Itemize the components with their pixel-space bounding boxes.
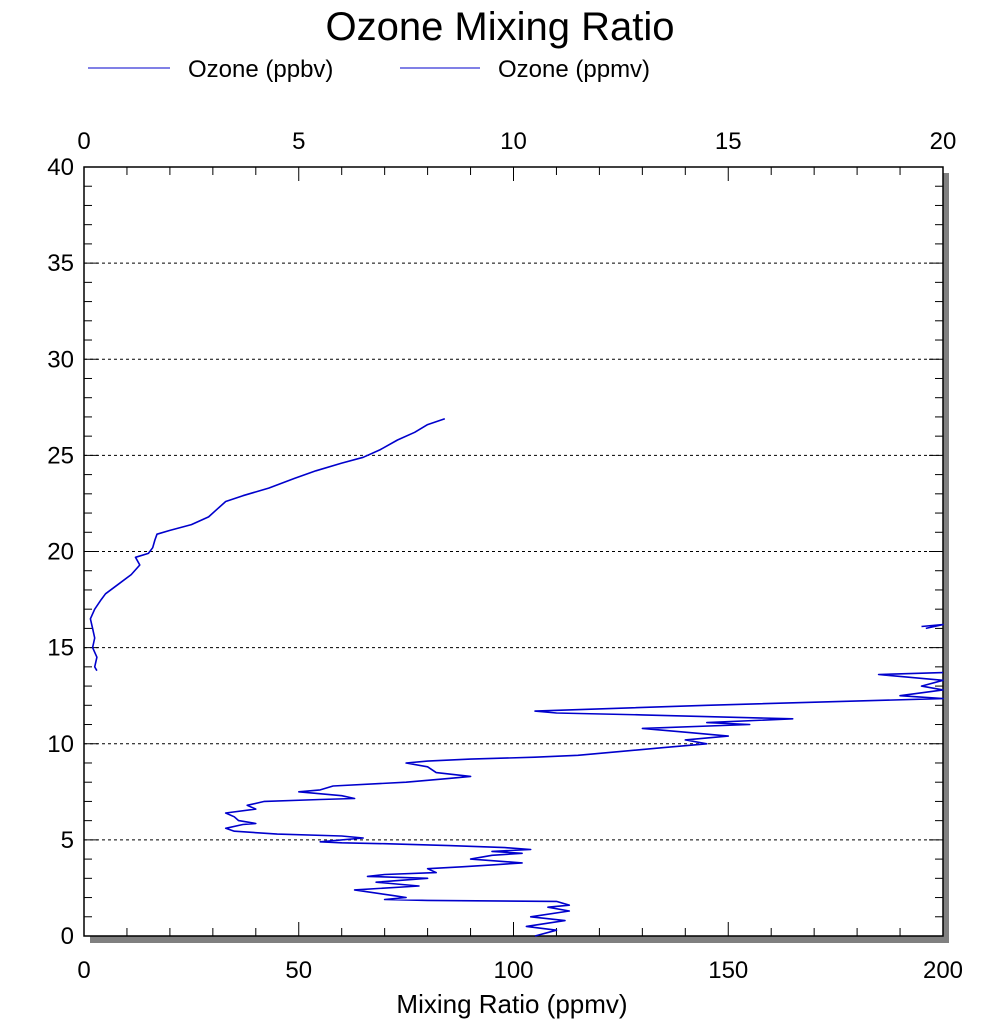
series-line-ppbv-0 xyxy=(224,671,944,937)
axis-ticks xyxy=(83,166,944,937)
y-tick-label: 40 xyxy=(47,154,74,181)
x-top-tick-label: 20 xyxy=(930,128,957,155)
y-tick-label: 35 xyxy=(47,250,74,277)
x-bottom-tick-label: 50 xyxy=(285,957,312,984)
x-bottom-tick-label: 0 xyxy=(77,957,90,984)
legend-label-ppmv: Ozone (ppmv) xyxy=(498,56,650,83)
x-axis-label: Mixing Ratio (ppmv) xyxy=(396,989,627,1019)
y-tick-label: 5 xyxy=(61,827,74,854)
legend: Ozone (ppbv) Ozone (ppmv) xyxy=(88,56,650,83)
x-top-tick-label: 5 xyxy=(292,128,305,155)
x-bottom-tick-label: 200 xyxy=(923,957,963,984)
y-tick-label: 30 xyxy=(47,346,74,373)
y-tick-label: 0 xyxy=(61,923,74,950)
y-tick-label: 10 xyxy=(47,731,74,758)
y-tick-label: 15 xyxy=(47,635,74,662)
series-layer xyxy=(89,418,944,937)
x-top-tick-label: 0 xyxy=(77,128,90,155)
y-tick-label: 20 xyxy=(47,539,74,566)
plot-shadow-right xyxy=(943,173,949,943)
grid xyxy=(84,262,943,841)
series-line-ppmv-1 xyxy=(89,418,446,672)
x-bottom-tick-label: 100 xyxy=(493,957,533,984)
plot-shadow-bottom xyxy=(90,936,949,943)
legend-label-ppbv: Ozone (ppbv) xyxy=(188,56,333,83)
x-top-tick-label: 15 xyxy=(715,128,742,155)
series-line-ppmv-2 xyxy=(921,623,944,630)
x-bottom-tick-label: 150 xyxy=(708,957,748,984)
chart-title: Ozone Mixing Ratio xyxy=(325,5,674,49)
y-tick-label: 25 xyxy=(47,442,74,469)
x-top-tick-label: 10 xyxy=(500,128,527,155)
